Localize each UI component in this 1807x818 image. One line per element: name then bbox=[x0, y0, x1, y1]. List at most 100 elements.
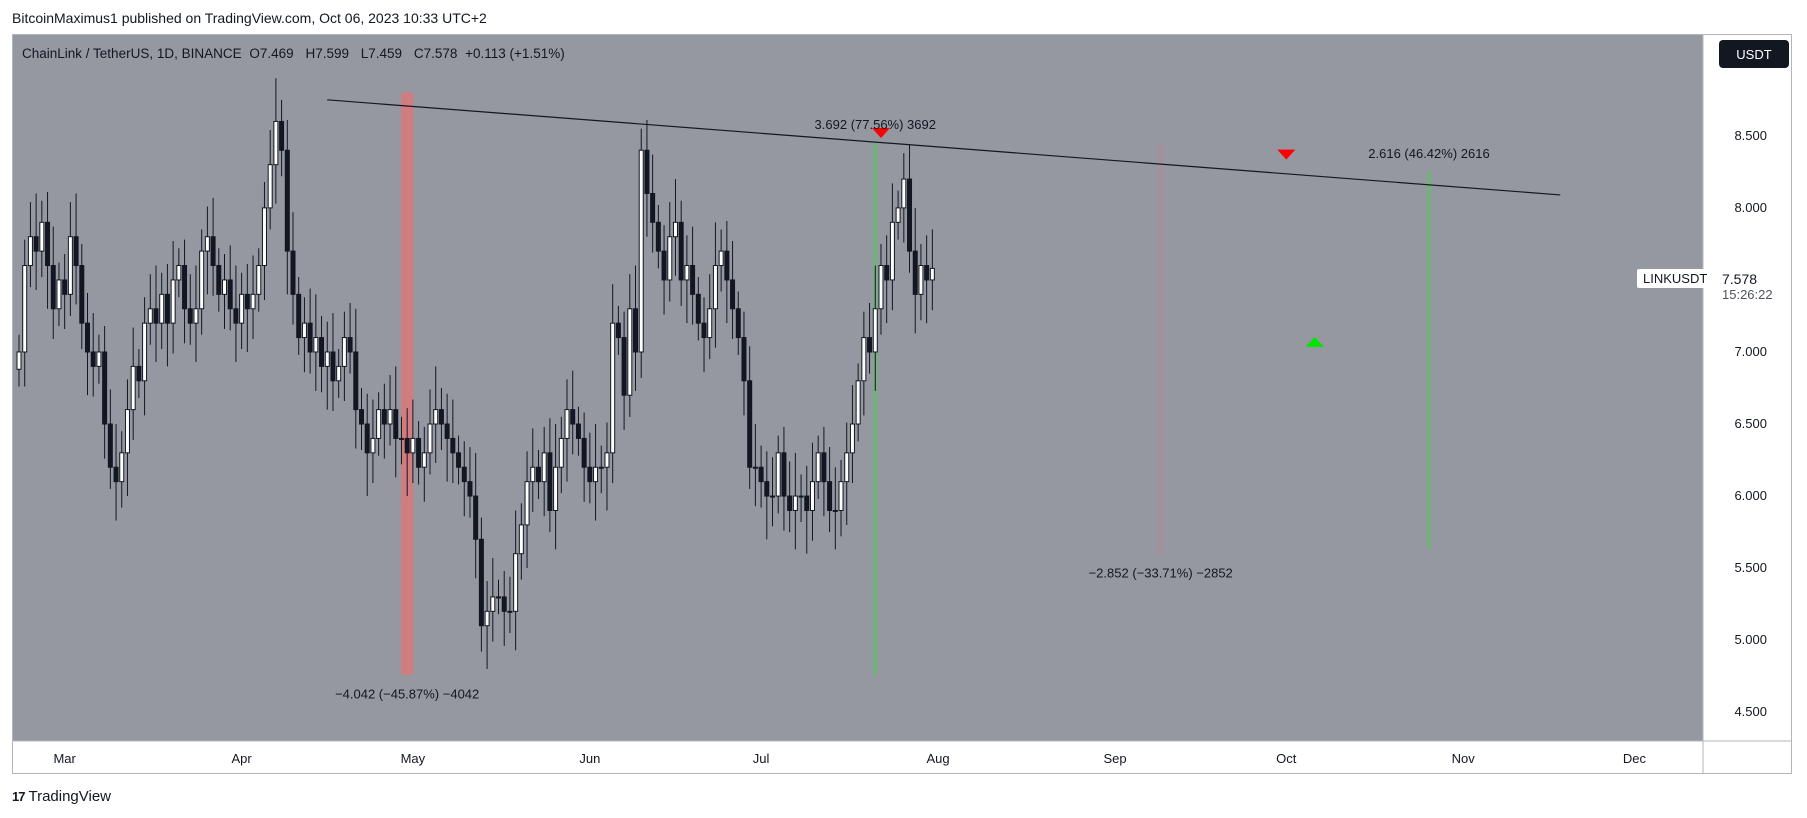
candle bbox=[672, 179, 678, 276]
candle-body bbox=[273, 120, 279, 166]
candle bbox=[861, 311, 867, 416]
candle-body bbox=[621, 337, 627, 396]
price-tick-label: 7.000 bbox=[1734, 344, 1767, 359]
candle-body bbox=[907, 178, 913, 252]
candle-body bbox=[370, 437, 376, 454]
candle-body bbox=[587, 466, 593, 483]
candle-body bbox=[821, 452, 827, 483]
candle bbox=[290, 212, 296, 325]
candle bbox=[193, 265, 199, 363]
candle-body bbox=[222, 279, 228, 295]
candle-body bbox=[347, 337, 353, 353]
candle bbox=[575, 406, 581, 456]
candle bbox=[849, 385, 855, 484]
candle bbox=[113, 424, 119, 521]
candle bbox=[279, 99, 285, 177]
candle bbox=[524, 451, 530, 569]
candle-body bbox=[524, 481, 530, 526]
candle-body bbox=[758, 466, 764, 483]
candle-body bbox=[581, 437, 587, 468]
candle-body bbox=[513, 553, 519, 612]
candle-body bbox=[684, 265, 690, 281]
pair-title: ChainLink / TetherUS, 1D, BINANCE bbox=[22, 46, 242, 61]
candle bbox=[216, 248, 222, 312]
candle-body bbox=[261, 207, 267, 267]
candle-body bbox=[182, 265, 188, 310]
candle-body bbox=[416, 437, 422, 468]
time-tick-label: May bbox=[401, 751, 426, 766]
footer-brand[interactable]: 17 TradingView bbox=[12, 788, 111, 805]
candle-body bbox=[176, 265, 182, 281]
candle bbox=[239, 272, 245, 350]
price-tick-label: 8.000 bbox=[1734, 200, 1767, 215]
candle bbox=[381, 383, 387, 459]
candle-body bbox=[484, 610, 490, 627]
candle-body bbox=[119, 452, 125, 483]
candle bbox=[690, 226, 696, 325]
candle bbox=[438, 388, 444, 450]
candle bbox=[313, 294, 319, 391]
candle-body bbox=[284, 149, 290, 252]
candle bbox=[273, 78, 279, 204]
candle bbox=[781, 426, 787, 531]
candle-body bbox=[564, 409, 570, 439]
candle-body bbox=[575, 423, 581, 439]
candle bbox=[267, 130, 273, 230]
candle-body bbox=[330, 351, 336, 382]
candle bbox=[136, 349, 142, 399]
candle bbox=[627, 274, 633, 417]
candle-body bbox=[507, 610, 513, 613]
candle bbox=[164, 264, 170, 367]
candle bbox=[387, 375, 393, 446]
candle bbox=[261, 181, 267, 301]
candle bbox=[39, 200, 45, 278]
candle-body bbox=[570, 409, 576, 425]
candle-body bbox=[450, 437, 456, 454]
candle-body bbox=[672, 221, 678, 238]
candle bbox=[284, 120, 290, 295]
candle bbox=[895, 190, 901, 240]
candle bbox=[695, 277, 701, 341]
candle bbox=[581, 412, 587, 502]
candle-body bbox=[867, 337, 873, 353]
candle-body bbox=[918, 265, 924, 295]
candle bbox=[433, 366, 439, 463]
candle-body bbox=[615, 322, 621, 339]
candle-body bbox=[444, 423, 450, 439]
time-tick-label: Mar bbox=[53, 751, 76, 766]
arrow-down-icon bbox=[871, 127, 890, 138]
candle bbox=[889, 183, 895, 311]
price-chart[interactable]: −4.042 (−45.87%) −4042 3.692 (77.56%) 369… bbox=[13, 35, 1792, 774]
candle-body bbox=[301, 322, 307, 339]
candle bbox=[398, 416, 404, 465]
change-value: +0.113 (+1.51%) bbox=[465, 46, 565, 61]
candle bbox=[296, 277, 302, 355]
candle bbox=[684, 235, 690, 324]
measure-zone-2 bbox=[873, 143, 878, 675]
candle bbox=[633, 265, 639, 391]
candle-body bbox=[695, 293, 701, 324]
time-tick-label: Sep bbox=[1103, 751, 1126, 766]
candle-body bbox=[644, 149, 650, 194]
candle-body bbox=[827, 481, 833, 511]
chart-frame[interactable]: −4.042 (−45.87%) −4042 3.692 (77.56%) 369… bbox=[12, 34, 1792, 774]
candle bbox=[621, 311, 627, 430]
candle-body bbox=[142, 322, 148, 382]
candle bbox=[604, 422, 610, 511]
candle bbox=[250, 255, 256, 340]
low-label: L bbox=[360, 46, 369, 61]
candle-body bbox=[73, 236, 79, 267]
currency-button[interactable]: USDT bbox=[1719, 40, 1789, 68]
candle-body bbox=[901, 178, 907, 209]
last-price: 7.578 bbox=[1722, 271, 1758, 287]
candle bbox=[301, 297, 307, 373]
candle-body bbox=[924, 265, 930, 281]
candle-body bbox=[832, 509, 838, 512]
candle-body bbox=[838, 481, 844, 511]
candle-body bbox=[815, 452, 821, 483]
candle bbox=[85, 292, 91, 396]
candle-body bbox=[478, 538, 484, 627]
candle bbox=[598, 445, 604, 494]
candle-body bbox=[764, 481, 770, 497]
candle bbox=[564, 379, 570, 482]
